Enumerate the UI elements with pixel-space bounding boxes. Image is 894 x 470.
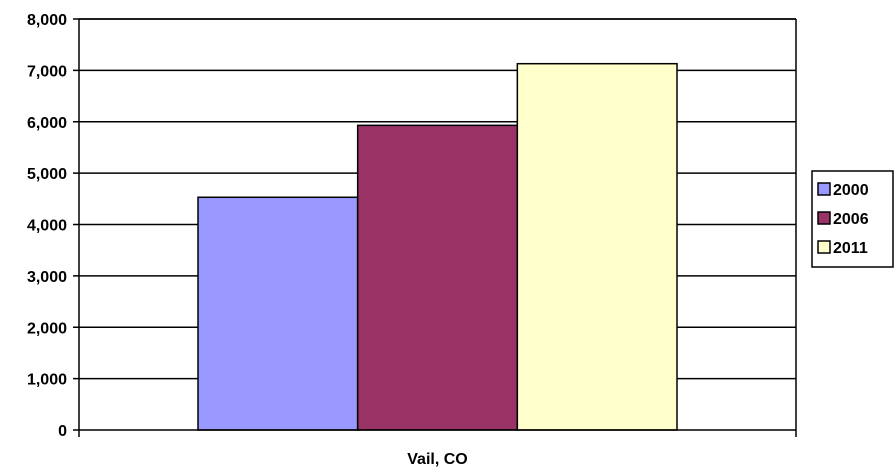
- y-tick-label: 5,000: [27, 166, 67, 183]
- legend-swatch-2006: [817, 211, 831, 225]
- y-tick-label: 0: [58, 423, 67, 440]
- legend-label-2006: 2006: [833, 211, 869, 228]
- bar-2000: [197, 196, 359, 431]
- x-category-labels: Vail, CO: [78, 430, 797, 468]
- y-tick-label: 3,000: [27, 269, 67, 286]
- y-tick-label: 7,000: [27, 63, 67, 80]
- y-tick-labels: 0 1,000 2,000 3,000 4,000 5,000 6,000 7,000 8,00…: [27, 12, 79, 440]
- y-tick-label: 6,000: [27, 115, 67, 132]
- legend-label-2000: 2000: [833, 182, 869, 199]
- bar-2011: [516, 62, 678, 431]
- y-tick-label: 1,000: [27, 372, 67, 389]
- legend-swatch-2011: [817, 240, 831, 254]
- bars: [197, 62, 678, 431]
- legend-label-2011: 2011: [833, 240, 868, 257]
- x-category-label: Vail, CO: [407, 451, 467, 468]
- bar-2006: [356, 124, 519, 431]
- y-tick-label: 8,000: [27, 12, 67, 29]
- axes: [78, 18, 797, 431]
- y-tick-label: 4,000: [27, 218, 67, 235]
- y-tick-label: 2,000: [27, 320, 67, 337]
- legend-swatch-2000: [817, 182, 831, 196]
- legend: 2000 2006 2011: [811, 170, 894, 268]
